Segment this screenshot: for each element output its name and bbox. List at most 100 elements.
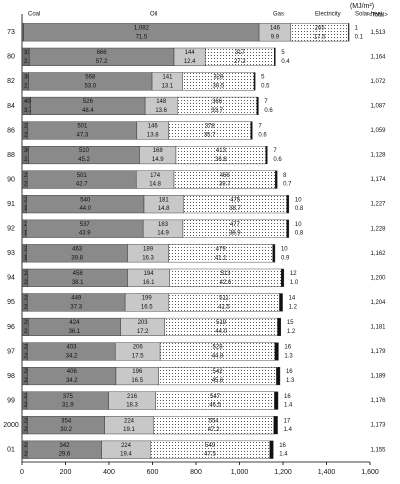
bar-segment — [272, 244, 276, 263]
share-label: 0.8 — [295, 231, 304, 237]
bar-segment — [276, 367, 281, 386]
value-label: 449 — [71, 296, 82, 302]
value-label: 181 — [159, 197, 170, 203]
value-label: 199 — [142, 296, 153, 302]
value-label: 7 — [264, 99, 268, 105]
value-label: 174 — [150, 173, 161, 179]
value-label: 10 — [295, 222, 302, 228]
share-label: 0.6 — [273, 157, 282, 163]
share-label: 16.1 — [143, 280, 155, 286]
share-label: 0.6 — [264, 108, 273, 114]
bar-segment — [286, 219, 290, 238]
value-label: 342 — [59, 443, 70, 449]
share-label: 0.6 — [258, 132, 267, 138]
total-label: 1,181 — [370, 325, 386, 331]
total-label: 1,164 — [370, 54, 386, 60]
share-label: 2.8 — [24, 59, 33, 65]
unit-label: (MJ/m²) — [350, 3, 374, 10]
share-label: 41.1 — [215, 255, 227, 261]
bar-segment — [256, 96, 259, 115]
value-label: 27 — [24, 271, 31, 277]
share-label: 17.2 — [137, 329, 149, 335]
total-label: 1,204 — [370, 300, 386, 306]
total-label: 1,200 — [370, 275, 386, 281]
value-label: 317 — [235, 50, 246, 56]
value-label: 501 — [77, 173, 88, 179]
bar-segment — [265, 146, 268, 165]
value-label: 224 — [124, 418, 135, 424]
share-label: 14.9 — [157, 231, 169, 237]
share-label: 36.6 — [215, 157, 227, 163]
value-label: 224 — [121, 443, 132, 449]
value-label: 549 — [205, 443, 216, 449]
value-label: 475 — [230, 197, 241, 203]
share-label: 44.0 — [215, 329, 227, 335]
share-label: 30.2 — [60, 427, 72, 433]
share-label: 45.6 — [212, 378, 224, 384]
bar-segment — [269, 440, 274, 459]
share-label: 0.4 — [281, 59, 290, 65]
share-label: 1.3 — [286, 378, 295, 384]
share-label: 44.8 — [212, 353, 224, 359]
y-tick-label: 96 — [7, 324, 15, 331]
y-tick-label: 93 — [7, 250, 15, 257]
share-label: 14.8 — [149, 182, 161, 188]
share-label: 0.7 — [283, 182, 292, 188]
value-label: 666 — [97, 50, 108, 56]
share-label: 42.6 — [220, 280, 232, 286]
share-label: 38.1 — [72, 280, 84, 286]
total-label: 1,072 — [370, 79, 386, 85]
share-label: 18.3 — [126, 403, 138, 409]
bar-segment — [274, 342, 279, 361]
value-label: 1 — [355, 25, 359, 31]
value-label: 27 — [24, 124, 31, 130]
share-label: 45.2 — [78, 157, 90, 163]
value-label: 554 — [209, 418, 220, 424]
share-label: 0.1 — [355, 34, 364, 40]
value-label: 146 — [270, 25, 281, 31]
share-label: 1.4 — [279, 452, 288, 458]
value-label: 526 — [83, 99, 94, 105]
share-label: 39.7 — [219, 182, 231, 188]
value-label: 354 — [61, 418, 72, 424]
bar-segment — [277, 317, 282, 336]
bar-segment — [250, 121, 253, 140]
value-label: 216 — [127, 394, 138, 400]
y-tick-label: 80 — [7, 54, 15, 61]
x-tick-label: 1,000 — [231, 469, 249, 476]
share-label: 17.5 — [132, 353, 144, 359]
x-tick-label: 1,400 — [318, 469, 336, 476]
value-label: 206 — [133, 345, 144, 351]
value-label: 148 — [156, 99, 167, 105]
value-label: 16 — [284, 394, 291, 400]
value-label: 168 — [153, 148, 164, 154]
share-label: 47.3 — [77, 132, 89, 138]
bar-segment — [274, 47, 276, 66]
total-header: <Total> — [368, 13, 388, 19]
x-tick-label: 0 — [20, 469, 24, 476]
share-label: 16.3 — [142, 255, 154, 261]
value-label: 30 — [24, 148, 31, 154]
value-label: 10 — [281, 246, 288, 252]
legend-label: Oil — [150, 12, 157, 18]
total-label: 1,087 — [370, 104, 386, 110]
share-label: 38.9 — [229, 231, 241, 237]
bar-segment — [286, 195, 290, 214]
legend-label: Electricity — [315, 12, 341, 18]
value-label: 15 — [287, 320, 294, 326]
total-label: 1,228 — [370, 226, 386, 232]
total-label: 1,179 — [370, 349, 386, 355]
share-label: 1.2 — [289, 304, 298, 310]
share-label: 1.0 — [290, 280, 299, 286]
value-label: 540 — [80, 197, 91, 203]
y-tick-label: 90 — [7, 176, 15, 183]
share-label: 1.4 — [284, 403, 293, 409]
y-tick-label: 92 — [7, 226, 15, 233]
share-label: 35.7 — [204, 132, 216, 138]
y-tick-label: 95 — [7, 299, 15, 306]
value-label: 10 — [295, 197, 302, 203]
share-label: 0.8 — [295, 206, 304, 212]
value-label: 510 — [79, 148, 90, 154]
value-label: 1,082 — [134, 25, 150, 31]
